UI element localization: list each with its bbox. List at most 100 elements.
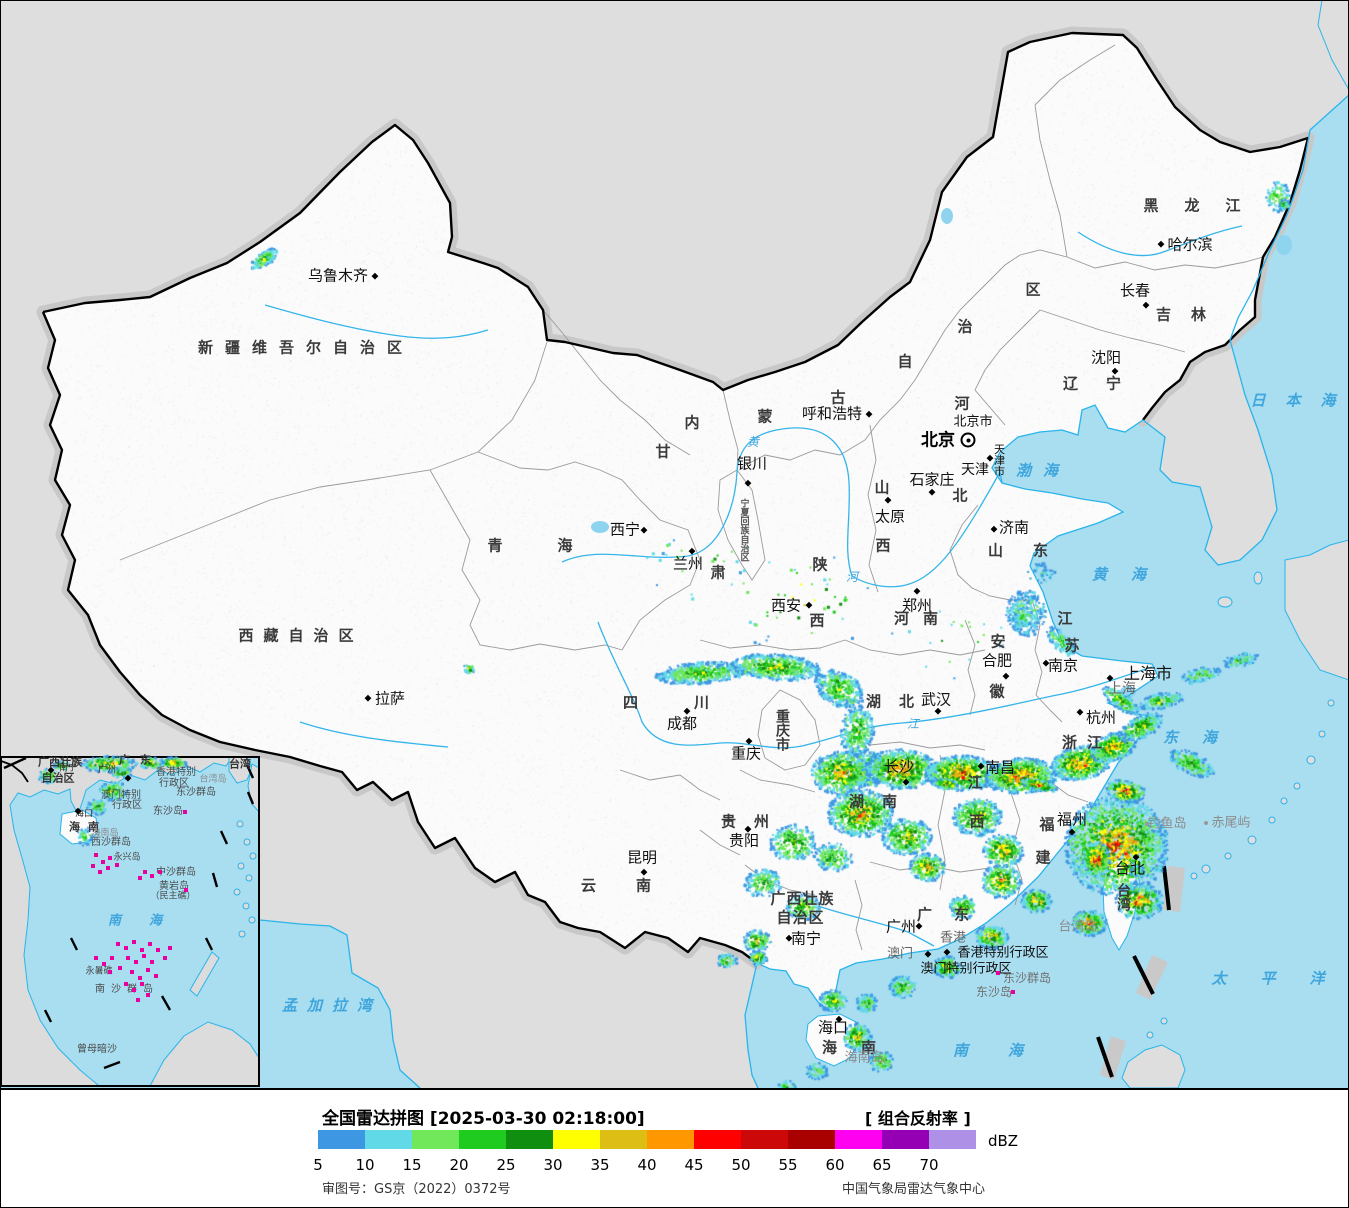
reef-marker (156, 948, 160, 952)
legend-title: 全国雷达拼图 [2025-03-30 02:18:00] (322, 1109, 645, 1129)
province-label: 苏 (1064, 636, 1080, 655)
province-label: 建 (1035, 848, 1051, 867)
reef-marker (132, 988, 136, 992)
city-label: 上海市 (1123, 664, 1173, 683)
reef-marker (124, 982, 128, 986)
city-label: 拉萨 (374, 689, 406, 708)
inset-label: 西沙群岛 (91, 837, 131, 848)
province-label: 湖南 (848, 792, 916, 811)
inset-label: 南沙群岛 (95, 984, 159, 995)
city-label: 石家庄 (909, 470, 955, 489)
province-label: 河 (954, 394, 970, 413)
city-label: 南昌 (984, 758, 1016, 777)
province-label: 海南 (821, 1038, 901, 1057)
colorbar-tick: 30 (543, 1156, 563, 1174)
city-marker: ◆ (688, 546, 696, 557)
city-label: 哈尔滨 (1167, 235, 1213, 254)
province-label: 青海 (487, 536, 628, 555)
reef-marker (154, 974, 158, 978)
reef-marker (94, 853, 98, 857)
colorbar-cell (318, 1130, 365, 1149)
reef-marker (143, 870, 147, 874)
reef-marker (996, 971, 1000, 975)
province-label: 安 (990, 632, 1006, 651)
reef-marker (118, 966, 122, 970)
colorbar (318, 1130, 976, 1149)
reef-marker (1011, 990, 1015, 994)
colorbar-cell (459, 1130, 506, 1149)
colorbar-tick: 55 (778, 1156, 798, 1174)
city-label: 南京 (1047, 656, 1079, 675)
city-marker: ◆ (364, 693, 372, 704)
inset-label: 行政区 (159, 778, 189, 789)
city-marker: ◆ (928, 487, 936, 498)
reef-marker (184, 888, 188, 892)
province-label: 台湾 (1115, 883, 1131, 911)
province-label: 山东 (987, 541, 1079, 560)
province-label: 四川 (622, 693, 766, 712)
province-label: 蒙 (757, 407, 773, 426)
colorbar-cell (835, 1130, 882, 1149)
sea-label: 东海 (1162, 728, 1242, 747)
province-label: 内 (684, 413, 700, 432)
province-label: 山 (874, 478, 890, 497)
reef-marker (124, 946, 128, 950)
city-marker: ◆ (1002, 671, 1010, 682)
inset-label: 东沙岛 (153, 806, 183, 817)
reef-marker (146, 968, 150, 972)
reef-marker (102, 962, 106, 966)
city-label: 贵阳 (728, 831, 760, 850)
city-marker: ◆ (1157, 239, 1165, 250)
reef-marker (126, 956, 130, 960)
colorbar-cell (694, 1130, 741, 1149)
city-marker: ◆ (1076, 707, 1084, 718)
province-label: 浙江 (1061, 733, 1113, 752)
colorbar-cell (600, 1130, 647, 1149)
colorbar-tick: 35 (590, 1156, 610, 1174)
province-label: 湖北 (865, 692, 933, 711)
city-label: 海口 (817, 1018, 849, 1037)
colorbar-cell (788, 1130, 835, 1149)
reef-marker (130, 970, 134, 974)
province-label: 西 (875, 536, 891, 555)
city-label: 天津 (961, 462, 989, 478)
map-approval-number: 审图号：GS京（2022）0372号 (322, 1182, 511, 1197)
inset-label: 曾母暗沙 (77, 1044, 117, 1055)
city-label: 广州 (885, 917, 917, 936)
sea-label: 渤海 (1015, 461, 1071, 480)
inset-sea-label: 南海 (107, 913, 191, 929)
city-marker: ◆ (1111, 366, 1119, 377)
reef-marker (134, 960, 138, 964)
island-label: 台湾岛 (1058, 919, 1098, 935)
province-label: 古 (830, 388, 846, 407)
inset-label: 黄岩岛 (159, 881, 189, 892)
inset-label: 台湾岛 (199, 774, 227, 785)
city-marker: ◆ (744, 824, 752, 835)
colorbar-tick: 65 (872, 1156, 892, 1174)
city-marker: ◆ (1068, 827, 1076, 838)
inset-province-label: 海南 (69, 820, 107, 834)
colorbar-tick: 20 (449, 1156, 469, 1174)
city-label: 香港特别行政区 (957, 945, 1049, 961)
province-label: 江 (967, 773, 983, 792)
province-label: 黑龙江 (1143, 196, 1267, 215)
city-label: 重庆 (730, 744, 762, 763)
province-label: 辽宁 (1062, 374, 1150, 393)
reef-marker (163, 956, 167, 960)
city-marker: ◆ (1132, 852, 1140, 863)
province-label: 徽 (989, 682, 1005, 701)
sea-label: 太平洋 (1211, 969, 1349, 988)
city-marker: ◆ (913, 586, 921, 597)
reef-marker (168, 946, 172, 950)
reef-marker (108, 856, 112, 860)
reef-marker (116, 942, 120, 946)
reef-marker (106, 866, 110, 870)
colorbar-cell (882, 1130, 929, 1149)
province-label: 宁夏回族自治区 (738, 498, 749, 562)
city-marker: ◆ (902, 777, 910, 788)
province-label: 陕 (812, 555, 828, 574)
province-label: 贵州 (720, 812, 788, 831)
city-marker: ◆ (47, 765, 55, 776)
river-label: 黄 (746, 435, 760, 449)
